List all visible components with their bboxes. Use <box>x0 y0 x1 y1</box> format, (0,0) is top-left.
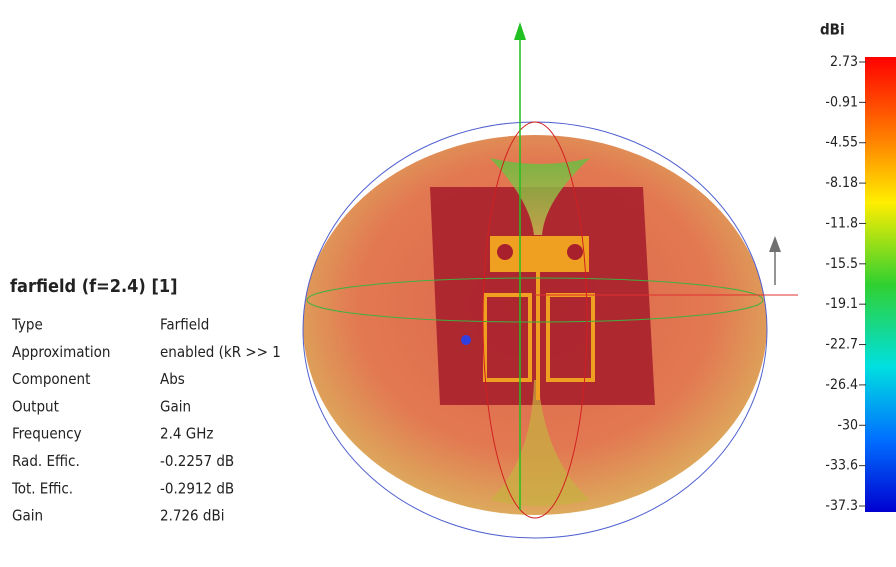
colorbar-tick-label: -33.6 <box>825 458 858 474</box>
property-value: Abs <box>160 370 185 388</box>
property-name: Rad. Effic. <box>12 452 80 470</box>
property-name: Component <box>12 370 90 388</box>
colorbar-tick-label: -26.4 <box>825 377 858 393</box>
colorbar-tick-label: -8.18 <box>825 175 858 191</box>
property-value: Farfield <box>160 316 209 334</box>
property-value: -0.2257 dB <box>160 452 234 470</box>
colorbar-tick-label: -30 <box>837 417 858 433</box>
property-value: 2.4 GHz <box>160 425 213 443</box>
colorbar-ticks: 2.73 -0.91 -4.55 -8.18 -11.8 -15.5 -19.1 -22.7 -… <box>825 54 866 514</box>
farfield-title: farfield (f=2.4) [1] <box>10 276 178 297</box>
property-value: Gain <box>160 397 191 415</box>
colorbar-tick-label: -11.8 <box>825 215 858 231</box>
property-name: Tot. Effic. <box>11 479 73 497</box>
colorbar-tick-label: -4.55 <box>825 135 858 151</box>
property-name: Approximation <box>12 343 110 361</box>
property-name: Gain <box>12 507 43 525</box>
property-name: Type <box>11 316 43 334</box>
colorbar-unit: dBi <box>820 21 845 39</box>
colorbar-tick-label: -22.7 <box>825 337 858 353</box>
properties: Type Farfield Approximation enabled (kR >> … <box>11 316 281 525</box>
radiation-pattern <box>302 22 798 539</box>
property-value: 2.726 dBi <box>160 507 224 525</box>
colorbar <box>865 57 896 512</box>
property-value: -0.2912 dB <box>160 479 234 497</box>
property-name: Output <box>12 397 59 415</box>
property-value: enabled (kR >> 1 <box>160 343 281 361</box>
colorbar-tick-label: 2.73 <box>830 54 858 70</box>
colorbar-tick-label: -19.1 <box>825 296 858 312</box>
property-name: Frequency <box>12 425 82 443</box>
colorbar-tick-label: -15.5 <box>825 256 858 272</box>
colorbar-tick-label: -37.3 <box>825 498 858 514</box>
colorbar-tick-label: -0.91 <box>825 94 858 110</box>
